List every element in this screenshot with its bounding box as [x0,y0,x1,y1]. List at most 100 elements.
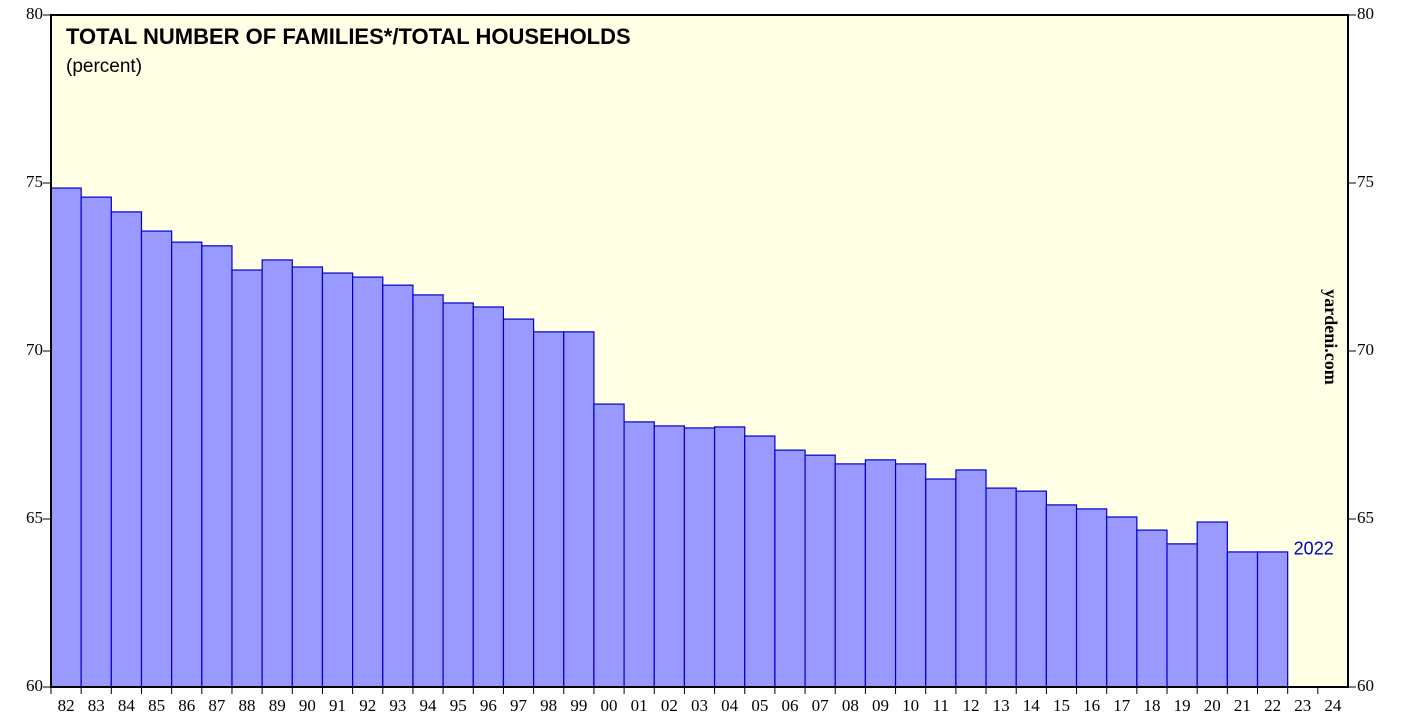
y-tick-label: 60 [26,676,43,695]
x-tick-label: 03 [691,696,708,715]
y-tick-label: 70 [26,340,43,359]
bar [1106,516,1138,688]
x-tick-label: 06 [781,696,798,715]
x-tick-label: 17 [1113,696,1131,715]
x-tick-label: 96 [480,696,497,715]
bar [713,426,746,688]
bar [774,449,806,688]
x-tick-label: 84 [118,696,136,715]
x-tick-label: 12 [962,696,979,715]
bar [291,266,324,688]
annotation: 2022 [1294,539,1334,559]
x-tick-label: 88 [239,696,256,715]
bar [1015,490,1047,688]
x-tick-label: 97 [510,696,528,715]
x-tick-label: 19 [1174,696,1191,715]
x-tick-label: 08 [842,696,859,715]
y2-tick-label: 70 [1357,340,1374,359]
bar [955,469,987,688]
y2-tick-label: 65 [1357,508,1374,527]
x-tick-label: 11 [933,696,949,715]
y-tick-label: 80 [26,4,43,23]
bar [804,454,836,688]
x-tick-label: 23 [1294,696,1311,715]
bar [321,272,354,688]
x-tick-label: 98 [540,696,557,715]
x-tick-label: 87 [208,696,226,715]
x-tick-label: 85 [148,696,165,715]
bar [80,196,112,688]
x-tick-label: 14 [1023,696,1041,715]
chart-subtitle: (percent) [66,56,142,77]
x-tick-label: 02 [661,696,678,715]
source-label: yardeni.com [1321,289,1341,384]
bar [442,302,474,688]
bar [683,427,716,688]
bar [382,284,414,688]
bar [502,318,535,688]
x-tick-label: 05 [751,696,768,715]
y2-tick-label: 60 [1357,676,1374,695]
bar [894,463,927,688]
x-tick-label: 09 [872,696,889,715]
x-tick-label: 04 [721,696,739,715]
y2-tick-label: 80 [1357,4,1374,23]
y-tick-label: 65 [26,508,43,527]
bar [744,435,776,688]
x-tick-label: 82 [58,696,75,715]
bar [1226,551,1259,688]
bar [834,463,866,688]
x-tick-label: 89 [269,696,286,715]
bar [985,487,1017,688]
plot-frame [50,14,1349,688]
x-tick-label: 16 [1083,696,1100,715]
bar [140,230,173,688]
x-tick-label: 90 [299,696,316,715]
y-tick-label: 75 [26,172,43,191]
bar [110,211,143,688]
bar [352,276,384,688]
x-tick-label: 00 [601,696,618,715]
bar [1196,521,1228,688]
bar [533,331,565,688]
x-tick-label: 15 [1053,696,1070,715]
x-tick-label: 83 [88,696,105,715]
x-tick-label: 95 [450,696,467,715]
bar [1136,529,1168,688]
bar [261,259,293,688]
x-tick-label: 99 [570,696,587,715]
x-tick-label: 21 [1234,696,1251,715]
bar [231,269,263,688]
bar [864,459,897,688]
bar [623,421,655,688]
x-tick-label: 91 [329,696,346,715]
bar [201,245,233,688]
bar [593,403,625,688]
bar [472,306,505,688]
y2-tick-label: 75 [1357,172,1374,191]
bar [925,478,957,688]
bar [50,187,82,688]
x-tick-label: 94 [420,696,438,715]
bar [171,241,203,688]
bar [1166,543,1198,688]
x-tick-label: 22 [1264,696,1281,715]
x-tick-label: 07 [812,696,830,715]
bar [653,425,686,688]
bar [563,331,595,688]
x-tick-label: 10 [902,696,919,715]
bar [1256,551,1289,688]
x-tick-label: 86 [178,696,195,715]
x-tick-label: 13 [993,696,1010,715]
x-tick-label: 20 [1204,696,1221,715]
bar [1075,508,1108,688]
x-tick-label: 01 [631,696,648,715]
x-tick-label: 24 [1324,696,1342,715]
x-tick-label: 18 [1143,696,1160,715]
x-tick-label: 93 [389,696,406,715]
bar [412,294,444,688]
chart-title: TOTAL NUMBER OF FAMILIES*/TOTAL HOUSEHOL… [66,24,631,49]
x-tick-label: 92 [359,696,376,715]
bar [1045,504,1078,688]
